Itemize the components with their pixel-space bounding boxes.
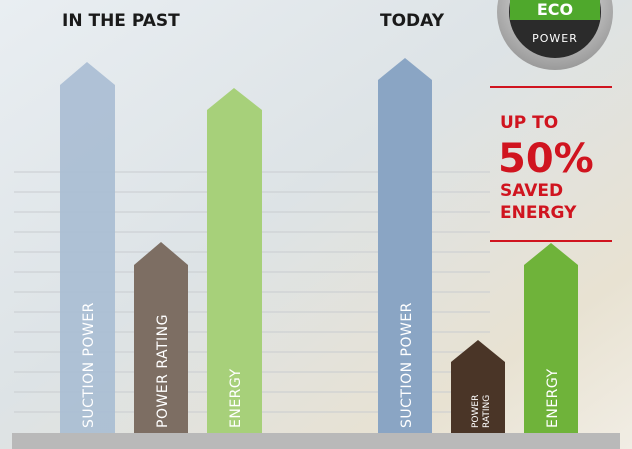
arrow-label: ENERGY bbox=[228, 368, 244, 428]
callout-text: SAVED bbox=[500, 181, 563, 201]
today-title: TODAY bbox=[380, 11, 445, 31]
callout-number: 50% bbox=[498, 136, 594, 182]
arrow-label: POWER RATING bbox=[155, 314, 171, 428]
badge-text: POWER bbox=[532, 32, 578, 45]
arrow-label: POWER bbox=[471, 395, 481, 428]
base-strip bbox=[12, 433, 620, 449]
arrow-label: SUCTION POWER bbox=[81, 302, 97, 428]
infographic: IN THE PAST TODAY SUCTION POWER POWER RA… bbox=[0, 0, 632, 449]
badge-text: ECO bbox=[537, 0, 573, 19]
arrow-label: SUCTION POWER bbox=[399, 302, 415, 428]
arrow-label: RATING bbox=[482, 395, 492, 428]
callout-text: ENERGY bbox=[500, 203, 577, 223]
past-title: IN THE PAST bbox=[62, 11, 180, 31]
callout-text: UP TO bbox=[500, 113, 558, 133]
arrow-label: ENERGY bbox=[545, 368, 561, 428]
